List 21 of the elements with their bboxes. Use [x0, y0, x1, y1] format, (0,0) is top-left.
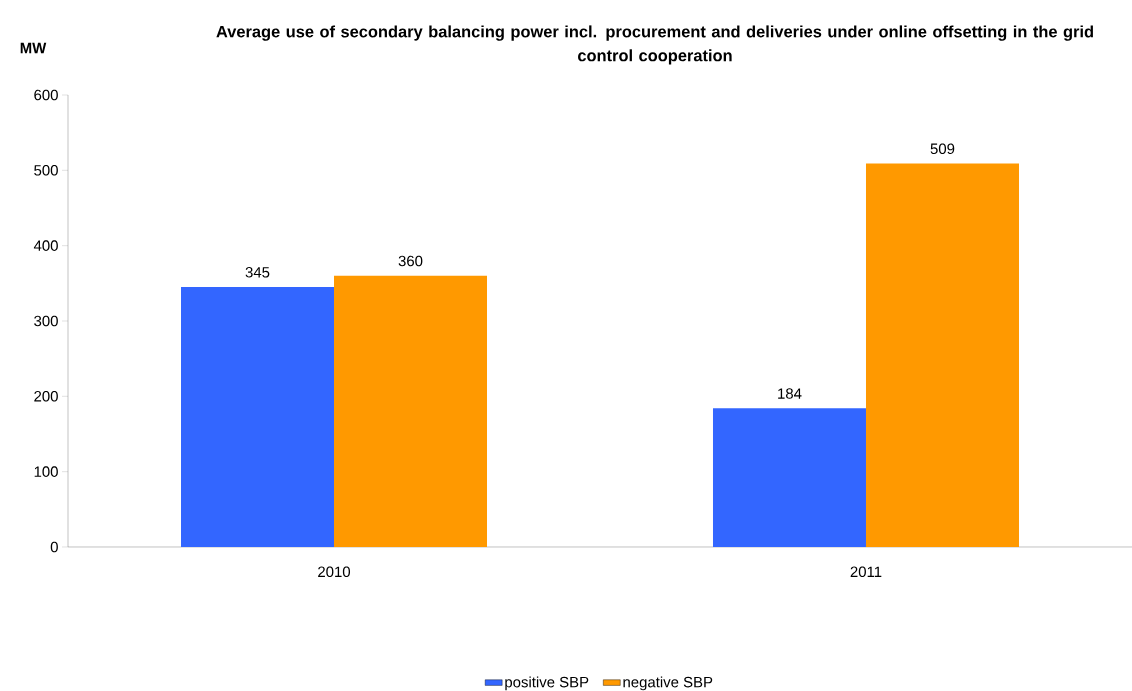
y-tick-label: 400: [33, 240, 58, 251]
bar: [712, 408, 866, 547]
bar: [181, 287, 334, 547]
y-tick-label: 200: [34, 391, 58, 402]
y-tick-label: 0: [50, 541, 58, 553]
y-tick-label: 600: [34, 89, 58, 101]
x-tick-label: 2010: [318, 566, 351, 578]
legend-label: negative SBP: [623, 676, 713, 691]
legend-label: positive SBP: [505, 676, 589, 691]
y-tick-label: 500: [34, 165, 58, 176]
y-tick-label: 100: [34, 466, 58, 477]
bar: [334, 275, 488, 547]
y-axis-title: MW: [20, 42, 47, 54]
data-label: 509: [930, 143, 955, 155]
y-tick-label: 300: [34, 315, 58, 327]
data-label: 345: [245, 266, 270, 278]
data-label: 360: [398, 255, 423, 267]
x-tick-label: 2011: [850, 566, 882, 578]
chart-title: Average use of secondary balancing power incl. procurement and deliveries under online offsetting in the grid control cooperation: [216, 25, 1093, 65]
bar: [865, 163, 1019, 547]
data-label: 184: [778, 388, 802, 399]
